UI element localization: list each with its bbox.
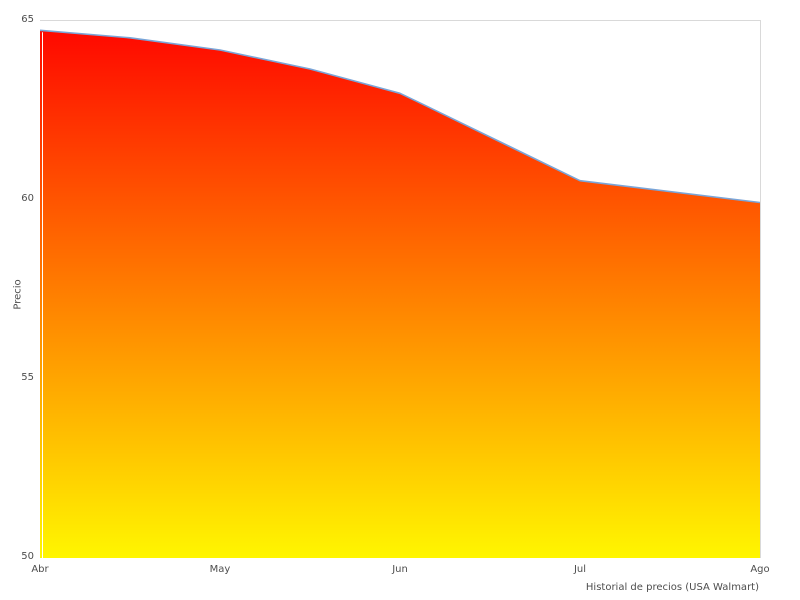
y-axis-title: Precio <box>12 279 24 310</box>
y-tick-label-60: 60 <box>21 193 34 204</box>
x-tick-label-jul: Jul <box>573 564 587 575</box>
x-tick-label-may: May <box>209 564 231 575</box>
x-tick-label-ago: Ago <box>750 564 770 575</box>
y-tick-label-65: 65 <box>21 14 34 25</box>
area-fill <box>40 30 760 558</box>
area-chart-svg <box>40 29 760 558</box>
x-tick-label-abr: Abr <box>31 564 49 575</box>
y-tick-label-50: 50 <box>21 551 34 562</box>
x-axis-title: Historial de precios (USA Walmart) <box>585 582 759 593</box>
plot-area <box>40 20 761 558</box>
x-tick-label-jun: Jun <box>392 564 408 575</box>
y-tick-label-55: 55 <box>21 372 34 383</box>
price-line <box>40 29 760 204</box>
